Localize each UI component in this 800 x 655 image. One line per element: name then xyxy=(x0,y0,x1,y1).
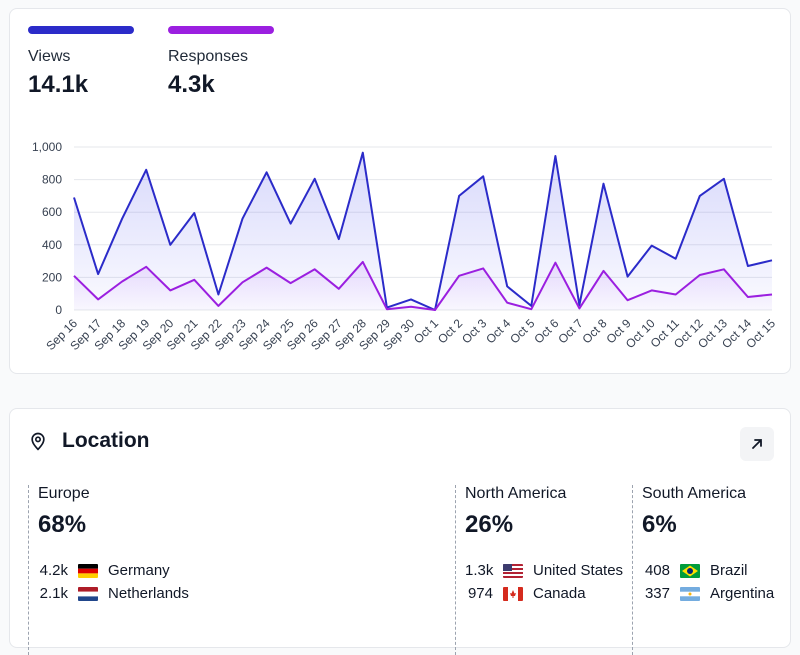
germany-flag-icon xyxy=(78,563,98,578)
region-name: North America xyxy=(465,485,567,502)
responses-metric[interactable]: Responses 4.3k xyxy=(168,26,274,99)
arrow-up-right-icon xyxy=(752,439,762,449)
x-tick-label: Oct 6 xyxy=(531,316,561,346)
country-count: 2.1k xyxy=(39,585,68,602)
location-header: Location xyxy=(28,429,150,453)
x-tick-label: Oct 8 xyxy=(579,316,609,346)
x-tick-label: Oct 1 xyxy=(411,316,441,346)
responses-label: Responses xyxy=(168,48,249,65)
country-count: 974 xyxy=(467,585,493,602)
responses-value: 4.3k xyxy=(168,71,215,98)
x-tick-label: Oct 3 xyxy=(459,316,489,346)
country-count: 337 xyxy=(644,585,670,602)
country-row-argentina[interactable]: 337 Argentina xyxy=(642,584,787,603)
region-percent: 26% xyxy=(465,511,514,538)
views-label: Views xyxy=(28,48,71,65)
country-count: 1.3k xyxy=(465,562,494,579)
views-value: 14.1k xyxy=(28,71,89,98)
country-count: 408 xyxy=(644,562,670,579)
series-line-responses xyxy=(73,260,773,311)
y-tick-label: 0 xyxy=(55,303,62,317)
region-europe[interactable]: Europe 68% 4.2k Germany 2.1k Netherlands xyxy=(28,485,438,655)
series-line-views xyxy=(73,151,773,311)
views-legend-bar xyxy=(28,26,134,34)
country-name: United States xyxy=(533,562,624,579)
country-name: Germany xyxy=(108,562,170,579)
region-percent: 6% xyxy=(642,511,677,538)
series-area-views xyxy=(74,152,772,310)
series-area-responses xyxy=(74,261,772,310)
country-name: Argentina xyxy=(710,585,775,602)
y-tick-label: 1,000 xyxy=(32,140,62,154)
x-tick-label: Oct 2 xyxy=(435,316,465,346)
country-row-brazil[interactable]: 408 Brazil xyxy=(642,561,787,580)
country-count: 4.2k xyxy=(39,562,68,579)
country-row-netherlands[interactable]: 2.1k Netherlands xyxy=(38,584,438,603)
map-pin-icon xyxy=(31,432,45,451)
country-name: Canada xyxy=(533,585,586,602)
expand-button[interactable] xyxy=(740,427,774,461)
region-name: Europe xyxy=(38,485,90,502)
country-row-canada[interactable]: 974 Canada xyxy=(465,584,625,603)
y-tick-label: 200 xyxy=(42,270,62,284)
region-percent: 68% xyxy=(38,511,87,538)
country-name: Netherlands xyxy=(108,585,189,602)
country-name: Brazil xyxy=(710,562,748,579)
canada-flag-icon xyxy=(503,586,523,601)
y-tick-label: 800 xyxy=(42,173,62,187)
brazil-flag-icon xyxy=(680,563,700,578)
x-tick-label: Oct 7 xyxy=(555,316,585,346)
views-responses-card: Views 14.1k Responses 4.3k 0 200 400 600 800… xyxy=(9,8,791,374)
x-tick-label: Oct 5 xyxy=(507,316,537,346)
country-row-united-states[interactable]: 1.3k United States xyxy=(465,561,625,580)
location-card: Location Europe 68% 4.2k Germany 2.1k Ne… xyxy=(9,408,791,655)
argentina-flag-icon xyxy=(680,586,700,601)
us-flag-icon xyxy=(503,563,523,578)
country-row-germany[interactable]: 4.2k Germany xyxy=(38,561,438,580)
region-north-america[interactable]: North America 26% 1.3k United States 974… xyxy=(455,485,625,655)
netherlands-flag-icon xyxy=(78,586,98,601)
views-metric[interactable]: Views 14.1k xyxy=(28,26,134,99)
x-tick-label: Oct 4 xyxy=(483,316,513,346)
region-south-america[interactable]: South America 6% 408 Brazil 337 Argentin… xyxy=(632,485,787,655)
location-title: Location xyxy=(62,429,150,452)
responses-legend-bar xyxy=(168,26,274,34)
y-tick-label: 600 xyxy=(42,205,62,219)
region-name: South America xyxy=(642,485,747,502)
y-tick-label: 400 xyxy=(42,238,62,252)
